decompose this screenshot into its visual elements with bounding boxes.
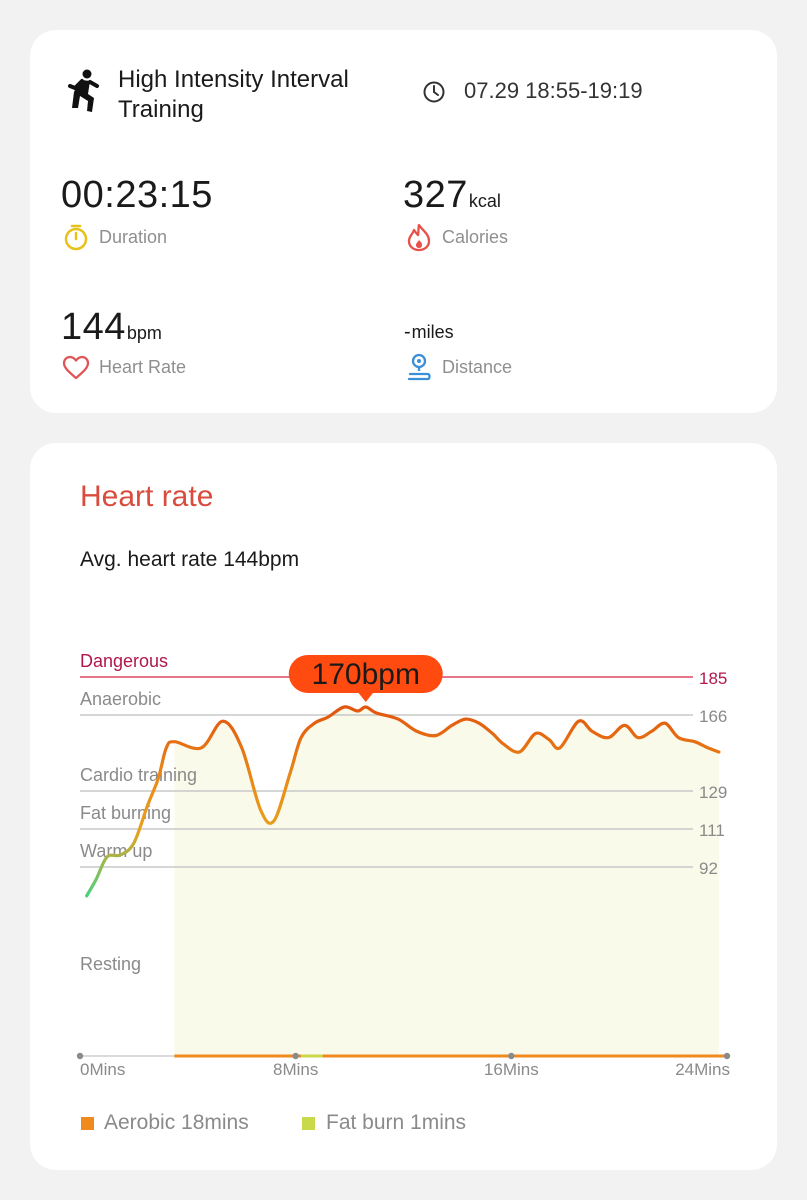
legend-fat-burn: Fat burn 1mins (326, 1111, 467, 1134)
calories-value: 327 (403, 174, 468, 216)
chart-area-fill (174, 706, 719, 1056)
clock-icon (422, 80, 446, 109)
peak-tooltip-bubble (288, 655, 443, 693)
distance-value: - (404, 321, 411, 343)
stopwatch-icon (63, 223, 89, 256)
zone-label-resting: Resting (80, 954, 141, 974)
x-tick-dot-3 (723, 1052, 731, 1060)
heart-rate-value: 144 (61, 306, 126, 348)
zone-threshold-dangerous: 185 (699, 669, 727, 688)
x-tick-label-0: 0Mins (80, 1060, 125, 1079)
heart-rate-unit: bpm (126, 323, 162, 343)
zone-label-cardio-training: Cardio training (80, 765, 197, 785)
x-tick-dot-1 (292, 1052, 299, 1060)
legend-aerobic: Aerobic 18mins (104, 1111, 249, 1134)
peak-tooltip-label: 170bpm (312, 658, 420, 691)
x-tick-dot-0 (76, 1052, 84, 1060)
flame-icon (406, 222, 432, 257)
zone-threshold-fat-burning: 111 (699, 821, 725, 840)
x-tick-dot-2 (508, 1052, 515, 1060)
heart-rate-label: Heart Rate (99, 357, 187, 377)
workout-summary-card: High Intensity Interval Training 07.29 1… (30, 30, 777, 413)
location-pin-icon (405, 352, 433, 387)
heart-rate-chart: 185 Dangerous 166 Anaerobic 129 Cardio traini… (76, 651, 731, 1079)
duration-metric: 00:23:15 (61, 174, 213, 217)
heart-icon (62, 355, 90, 386)
zone-threshold-anaerobic: 166 (699, 707, 727, 726)
calories-metric: 327kcal (403, 174, 501, 217)
heart-rate-line (85, 705, 721, 898)
distance-label: Distance (442, 357, 513, 377)
x-tick-label-3: 24Mins (675, 1060, 730, 1079)
heart-rate-metric: 144bpm (61, 306, 162, 349)
distance-metric: -miles (403, 321, 454, 344)
legend-swatch-fat-burn (302, 1117, 315, 1130)
calories-label: Calories (442, 227, 509, 247)
distance-unit: miles (411, 322, 454, 342)
zone-label-fat-burning: Fat burning (80, 803, 171, 823)
duration-value: 00:23:15 (61, 174, 213, 216)
workout-name: High Intensity Interval Training (118, 66, 349, 123)
zone-label-anaerobic: Anaerobic (80, 689, 161, 709)
zone-label-dangerous: Dangerous (80, 651, 168, 671)
zone-threshold-warm-up: 92 (699, 859, 718, 878)
calories-unit: kcal (468, 191, 501, 211)
peak-tooltip-pointer (357, 692, 374, 702)
duration-label: Duration (99, 227, 168, 247)
x-tick-label-2: 16Mins (484, 1060, 539, 1079)
legend-swatch-aerobic (81, 1117, 94, 1130)
average-heart-rate: Avg. heart rate 144bpm (80, 548, 300, 571)
zone-label-warm-up: Warm up (80, 841, 152, 861)
x-tick-label-1: 8Mins (273, 1060, 318, 1079)
heart-rate-title: Heart rate (80, 480, 214, 513)
running-figure-icon (66, 68, 100, 121)
workout-time-range: 07.29 18:55-19:19 (464, 78, 643, 103)
zone-threshold-cardio-training: 129 (699, 783, 727, 802)
heart-rate-card: Heart rate Avg. heart rate 144bpm 185 Dan… (30, 443, 777, 1170)
